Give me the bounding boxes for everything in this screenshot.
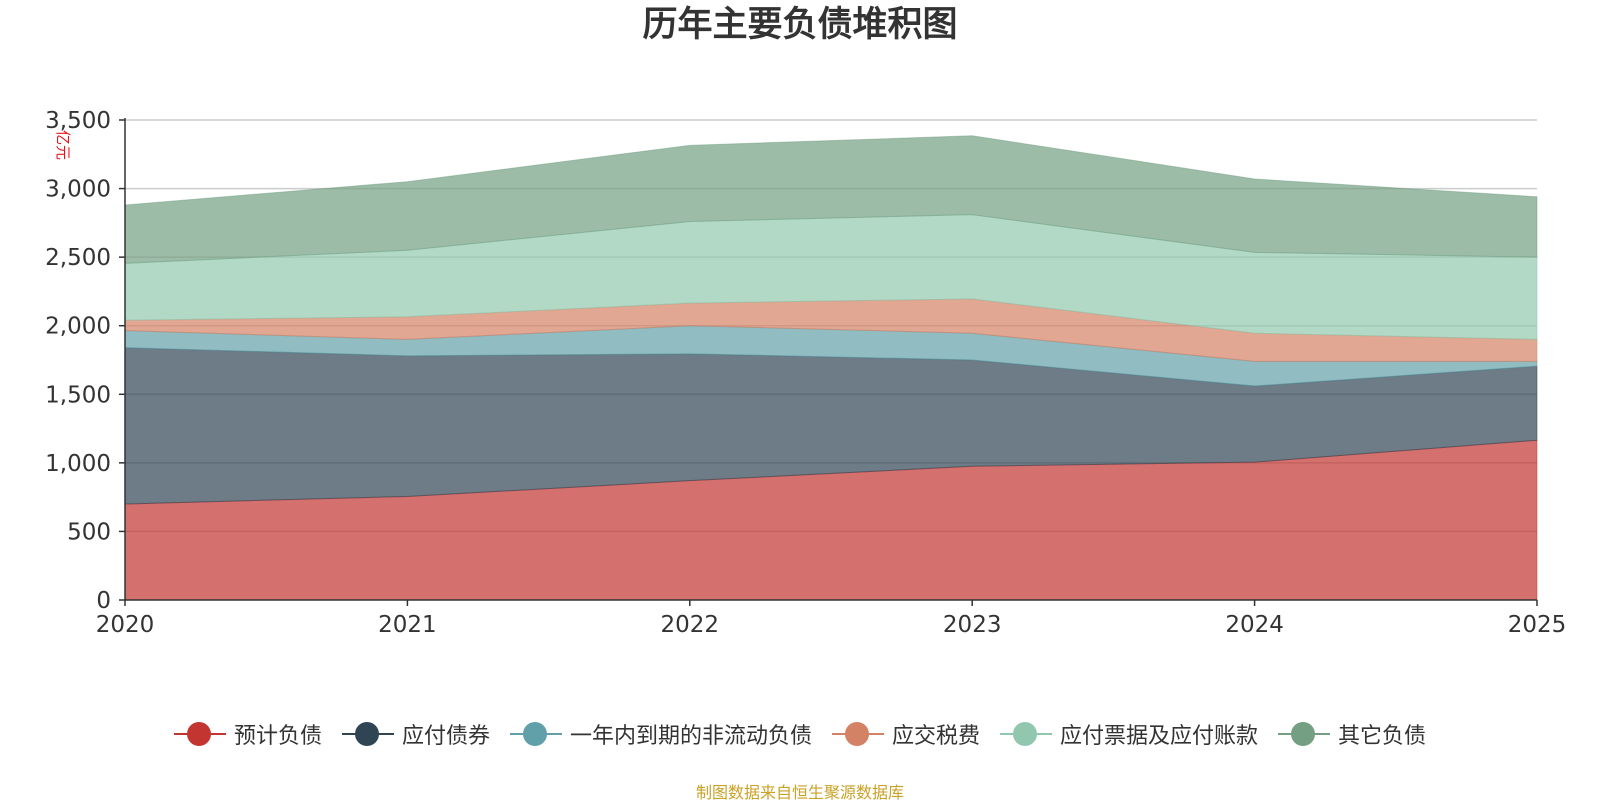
legend-item-1[interactable]: 应付债券 (341, 718, 490, 750)
y-tick-labels: 0 500 1,000 1,500 2,000 2,500 3,000 3,500 (45, 108, 111, 614)
legend-label: 应付票据及应付账款 (1060, 724, 1259, 749)
legend-item-3[interactable]: 应交税费 (832, 718, 980, 750)
legend-item-0[interactable]: 预计负债 (173, 718, 322, 750)
legend-marker-icon (173, 722, 226, 746)
legend-label: 应付债券 (401, 724, 490, 749)
x-tick-label: 2021 (378, 612, 437, 638)
y-tick-label: 500 (67, 519, 111, 545)
x-tick-label: 2024 (1225, 612, 1284, 638)
y-tick-label: 3,000 (45, 177, 111, 203)
y-axis-unit-label: 亿元 (54, 130, 72, 160)
x-tick-label: 2022 (661, 612, 720, 638)
y-tick-label: 2,500 (45, 245, 111, 271)
y-tick-label: 1,500 (45, 382, 111, 408)
legend-item-5[interactable]: 其它负债 (1278, 718, 1426, 750)
data-source-note: 制图数据来自恒生聚源数据库 (695, 783, 904, 802)
legend-marker-icon (509, 722, 562, 746)
legend-item-4[interactable]: 应付票据及应付账款 (1000, 718, 1258, 750)
x-tick-label: 2025 (1508, 612, 1567, 638)
y-tick-label: 0 (96, 588, 111, 614)
x-tick-label: 2023 (943, 612, 1002, 638)
chart-title: 历年主要负债堆积图 (642, 5, 958, 45)
legend-label: 应交税费 (892, 724, 981, 749)
legend-label: 预计负债 (233, 724, 322, 749)
x-tick-label: 2020 (96, 612, 155, 638)
area-series-5 (124, 135, 1538, 264)
area-series (124, 135, 1538, 601)
legend-marker-icon (832, 722, 884, 746)
legend-label: 其它负债 (1338, 724, 1427, 749)
y-tick-label: 2,000 (45, 314, 111, 340)
legend-item-2[interactable]: 一年内到期的非流动负债 (509, 718, 812, 750)
legend-marker-icon (1000, 722, 1053, 746)
y-tick-label: 3,500 (45, 108, 111, 134)
legend-label: 一年内到期的非流动负债 (569, 724, 812, 749)
axes (119, 118, 1538, 606)
x-tick-labels: 2020 2021 2022 2023 2024 2025 (96, 612, 1567, 638)
legend-marker-icon (341, 722, 394, 746)
legend: 预计负债 应付债券 一年内到期的非流动负债 应交税费 应付票据及应付账款 其它负债 (0, 718, 1600, 750)
y-tick-label: 1,000 (45, 451, 111, 477)
legend-marker-icon (1278, 722, 1331, 746)
